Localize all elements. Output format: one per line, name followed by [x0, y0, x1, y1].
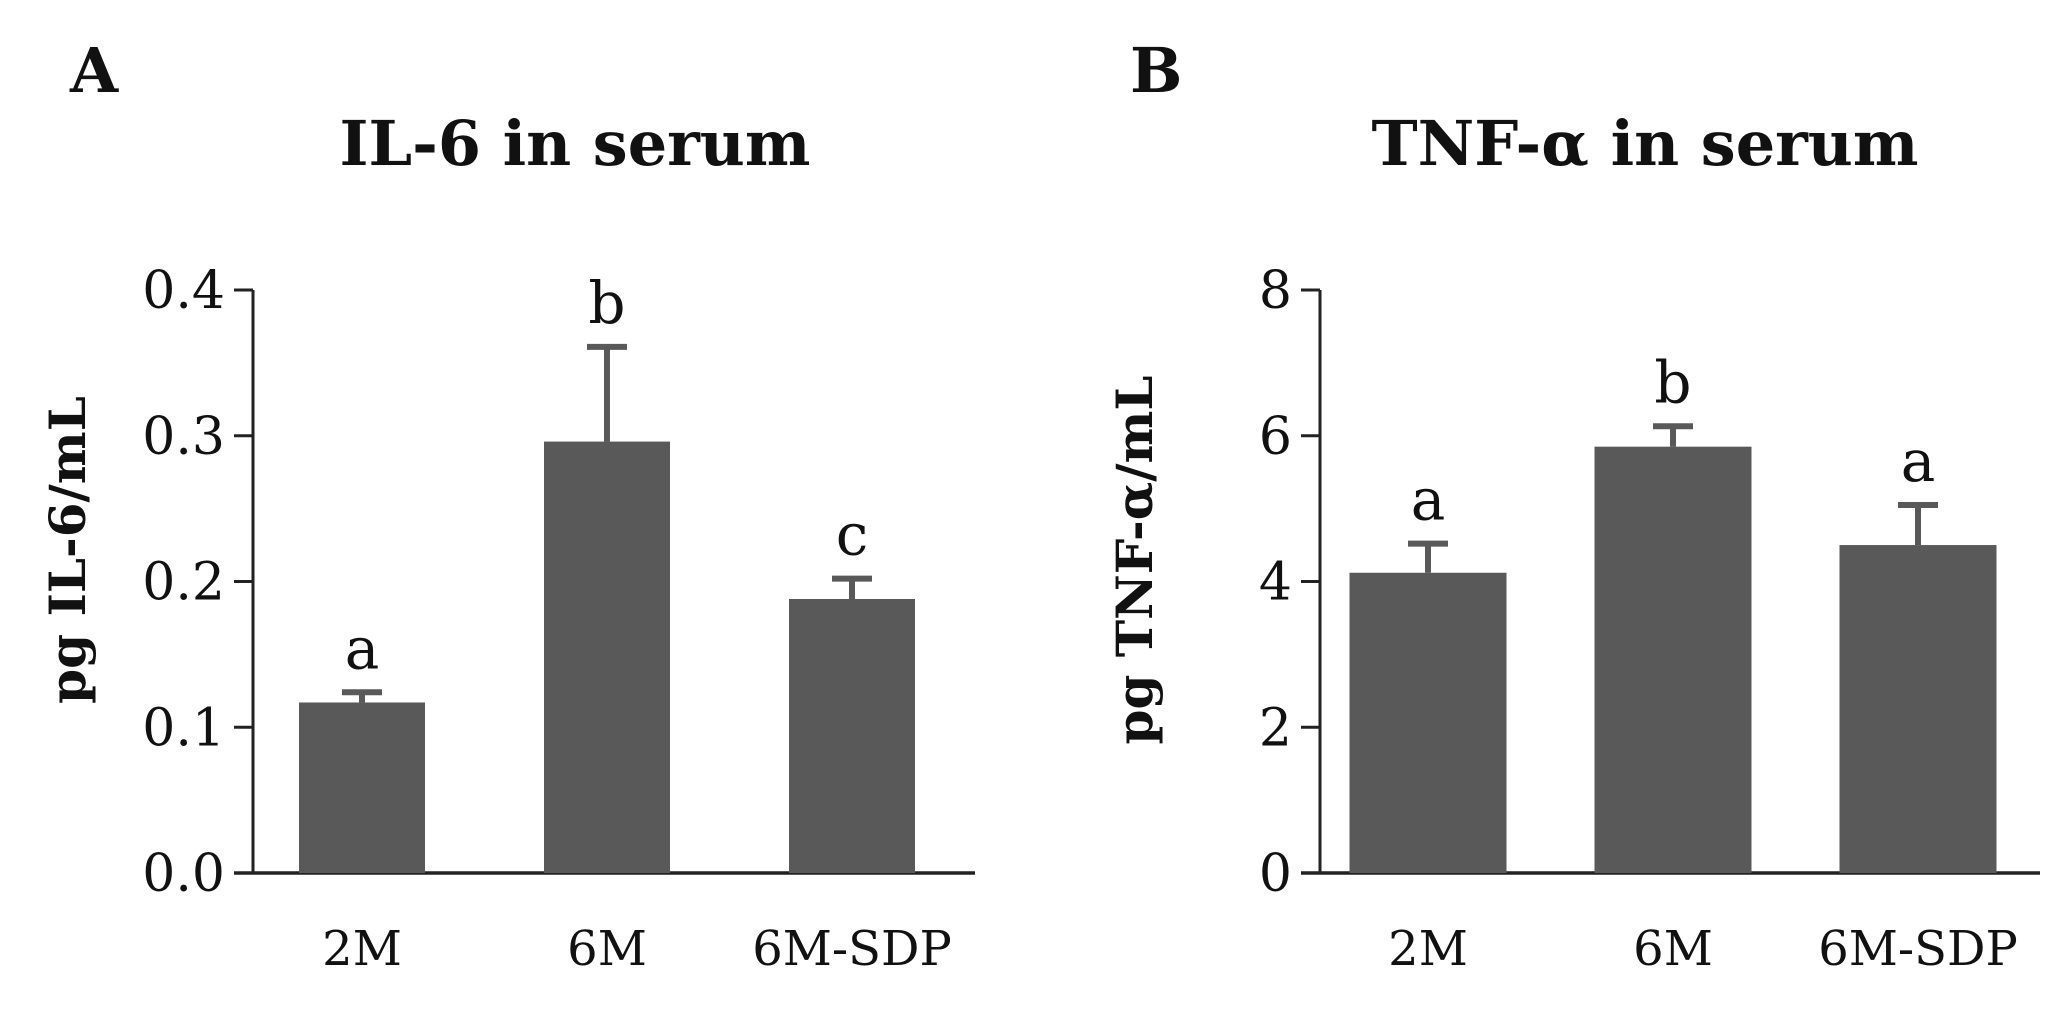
significance-label-a: a: [345, 614, 380, 682]
bar-a: [299, 702, 425, 873]
category-label-b: 2M: [1388, 921, 1468, 977]
y-axis-label-a: pg IL-6/mL: [38, 396, 97, 704]
bar-a: [544, 441, 670, 873]
panel-letter-b: B: [1130, 34, 1182, 107]
significance-label-b: a: [1411, 466, 1446, 534]
y-tick-label-a: 0.4: [142, 261, 225, 321]
bar-b: [1594, 446, 1752, 873]
category-label-b: 6M: [1633, 921, 1713, 977]
significance-label-b: b: [1654, 348, 1691, 416]
category-label-b: 6M-SDP: [1818, 921, 2018, 977]
category-label-a: 6M: [567, 921, 647, 977]
y-tick-label-a: 0.0: [142, 844, 225, 904]
significance-label-b: a: [1901, 427, 1936, 495]
panel-a-il6: A IL-6 in serum pg IL-6/mL 0.00.10.20.30…: [38, 34, 975, 977]
chart-title-b: TNF-α in serum: [1372, 107, 1919, 180]
y-tick-label-b: 2: [1259, 698, 1292, 758]
category-label-a: 2M: [322, 921, 402, 977]
y-tick-label-b: 6: [1259, 407, 1292, 467]
bar-b: [1839, 545, 1997, 873]
y-tick-label-b: 8: [1259, 261, 1292, 321]
plot-area-b: 0 2 4 6 8 a 2M b 6M a 6M-SDP: [1259, 261, 2040, 977]
category-label-a: 6M-SDP: [752, 921, 952, 977]
y-tick-label-a: 0.2: [142, 553, 225, 613]
significance-label-a: c: [836, 501, 868, 569]
bar-b: [1349, 572, 1507, 873]
y-tick-label-a: 0.1: [142, 698, 225, 758]
y-tick-label-a: 0.3: [142, 407, 225, 467]
y-axis-label-b: pg TNF-α/mL: [1105, 375, 1164, 744]
chart-title-a: IL-6 in serum: [340, 107, 811, 180]
bar-a: [789, 598, 915, 873]
panel-b-tnf: B TNF-α in serum pg TNF-α/mL 0 2 4 6 8 a 2M b 6M…: [1105, 34, 2040, 977]
significance-label-a: b: [588, 269, 625, 337]
y-tick-label-b: 4: [1259, 553, 1292, 613]
panel-letter-a: A: [69, 34, 119, 107]
y-tick-label-b: 0: [1259, 844, 1292, 904]
plot-area-a: 0.0 0.1 0.2 0.3 0.4 a 2M b 6M c 6M-SDP: [142, 261, 975, 977]
